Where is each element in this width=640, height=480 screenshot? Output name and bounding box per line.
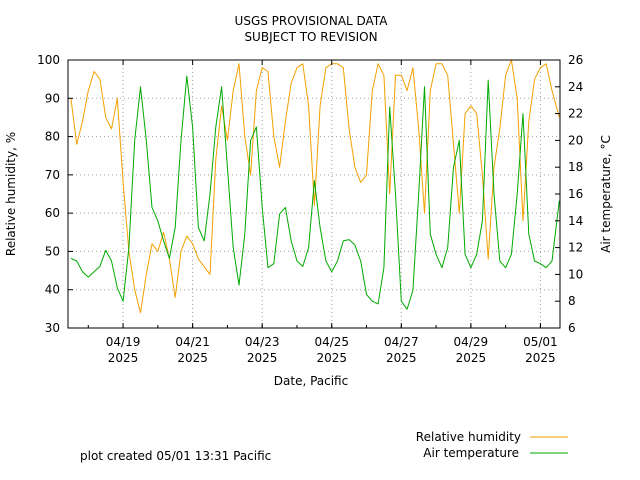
legend: Relative humidity Air temperature [416,430,568,460]
y-tick-label-right: 6 [568,321,576,335]
x-tick-label-year: 2025 [247,351,278,365]
y-tick-label-left: 50 [45,244,60,258]
y-tick-label-right: 14 [568,214,583,228]
y-tick-label-left: 60 [45,206,60,220]
legend-label-temperature: Air temperature [423,446,519,460]
y-tick-label-right: 8 [568,294,576,308]
x-tick-label: 05/01 [523,335,558,349]
y-axis-label-right: Air temperature, °C [599,135,613,253]
y-tick-label-left: 70 [45,168,60,182]
legend-label-humidity: Relative humidity [416,430,521,444]
y-axis-label-left: Relative humidity, % [4,132,18,256]
x-tick-label-year: 2025 [177,351,208,365]
grid [68,60,560,328]
y-tick-label-right: 26 [568,53,583,67]
y-tick-label-right: 16 [568,187,583,201]
y-tick-label-right: 24 [568,80,583,94]
y-tick-label-right: 20 [568,133,583,147]
series-layer [70,59,560,314]
y-tick-label-left: 100 [37,53,60,67]
x-tick-label: 04/25 [314,335,349,349]
chart-title-line2: SUBJECT TO REVISION [244,30,377,44]
x-tick-label-year: 2025 [316,351,347,365]
x-tick-label: 04/19 [106,335,141,349]
axis-ticks: 30 40 50 60 70 80 90 100 6 8 10 12 14 16 18 20 22 24 26 04/… [37,53,583,365]
x-tick-label-year: 2025 [386,351,417,365]
y-tick-label-right: 22 [568,107,583,121]
y-tick-label-left: 40 [45,283,60,297]
x-tick-label: 04/23 [245,335,280,349]
x-tick-label-year: 2025 [108,351,139,365]
chart-title-line1: USGS PROVISIONAL DATA [235,14,389,28]
x-axis-label: Date, Pacific [274,374,348,388]
y-tick-label-left: 30 [45,321,60,335]
temperature-series-line [70,75,560,310]
x-tick-label-year: 2025 [456,351,487,365]
y-tick-label-right: 10 [568,267,583,281]
x-tick-label: 04/27 [384,335,419,349]
y-tick-label-right: 12 [568,241,583,255]
plot-created-note: plot created 05/01 13:31 Pacific [80,449,271,463]
x-tick-label: 04/21 [175,335,210,349]
y-tick-label-left: 90 [45,91,60,105]
y-tick-label-right: 18 [568,160,583,174]
y-tick-label-left: 80 [45,130,60,144]
x-tick-label: 04/29 [454,335,489,349]
x-tick-label-year: 2025 [525,351,556,365]
humidity-series-line [70,59,560,314]
